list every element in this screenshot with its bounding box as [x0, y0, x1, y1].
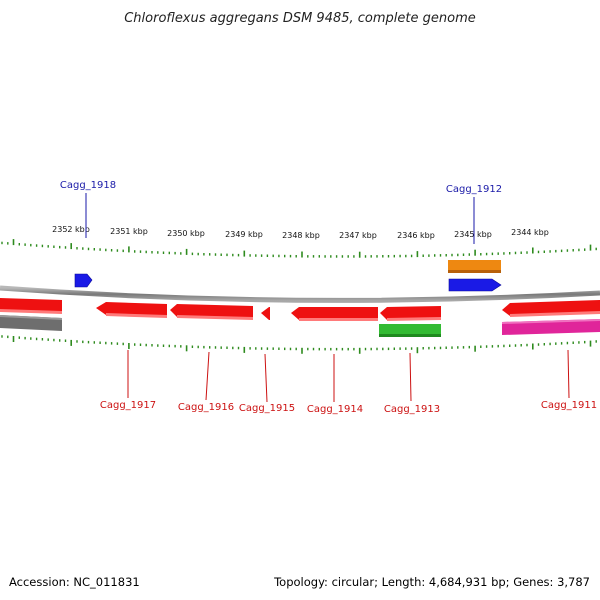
feature-bar-green-shadow [379, 334, 441, 337]
forward-strand-features [74, 260, 502, 292]
gene-label-cagg-1915[interactable]: Cagg_1915 [239, 403, 295, 414]
gene-arrow-cagg-1917[interactable] [96, 302, 167, 317]
coordinate-label: 2348 kbp [282, 231, 320, 240]
gene-arrow-cagg-1911-shadow [510, 311, 600, 317]
gene-arrow-cagg-1915[interactable] [261, 307, 270, 320]
gene-arrow-cagg-1914[interactable] [291, 307, 378, 320]
coordinate-label: 2349 kbp [225, 230, 263, 239]
gene-label-cagg-1912[interactable]: Cagg_1912 [446, 184, 502, 195]
connector-cagg-1916 [205, 351, 210, 401]
gene-arrow-cagg-1912[interactable] [448, 278, 502, 292]
gene-label-cagg-1918[interactable]: Cagg_1918 [60, 180, 116, 191]
feature-bar-green[interactable] [379, 324, 441, 337]
feature-bar-orange[interactable] [448, 260, 501, 273]
genome-summary-text: Topology: circular; Length: 4,684,931 bp… [273, 575, 590, 589]
gene-arrow-cagg-1913[interactable] [380, 306, 441, 320]
genome-backbone [0, 285, 600, 303]
coordinate-label: 2345 kbp [454, 230, 492, 239]
label-connectors [85, 193, 570, 403]
coordinate-label: 2346 kbp [397, 231, 435, 240]
reverse-strand-features [0, 298, 600, 337]
inner-tick-ring [1, 335, 597, 354]
gene-label-cagg-1913[interactable]: Cagg_1913 [384, 404, 440, 415]
coordinate-label: 2351 kbp [110, 227, 148, 236]
gene-arrow-cagg-1917-shadow [106, 313, 167, 318]
gene-labels: Cagg_1918 Cagg_1912 Cagg_1917 Cagg_1916 … [60, 180, 597, 415]
gene-arrow-cagg-1913-shadow [387, 317, 441, 321]
map-title: Chloroflexus aggregans DSM 9485, complet… [124, 11, 476, 26]
coordinate-label: 2347 kbp [339, 231, 377, 240]
coordinate-label: 2344 kbp [511, 228, 549, 237]
accession-text: Accession: NC_011831 [9, 575, 140, 589]
pseudo-gene-bar-highlight [502, 319, 600, 324]
connector-cagg-1911 [567, 349, 570, 399]
gene-label-cagg-1914[interactable]: Cagg_1914 [307, 404, 363, 415]
connector-cagg-1915 [264, 353, 268, 403]
connector-cagg-1913 [409, 352, 412, 402]
gene-label-cagg-1911[interactable]: Cagg_1911 [541, 400, 597, 411]
gene-arrow-cagg-1918[interactable] [74, 273, 93, 288]
gene-label-cagg-1916[interactable]: Cagg_1916 [178, 402, 234, 413]
gene-arrow-cagg-1914-shadow [299, 318, 378, 321]
feature-bar-orange-shadow [448, 270, 501, 273]
coordinate-label: 2350 kbp [167, 229, 205, 238]
gene-label-cagg-1917[interactable]: Cagg_1917 [100, 400, 156, 411]
gene-arrow-left-edge[interactable] [0, 298, 62, 313]
gene-arrow-cagg-1916[interactable] [170, 304, 253, 319]
coordinate-labels: 2352 kbp 2351 kbp 2350 kbp 2349 kbp 2348… [52, 225, 549, 240]
gene-arrow-cagg-1916-shadow [177, 315, 253, 320]
gene-arrow-left-edge-shadow [0, 309, 62, 314]
outer-tick-ring [1, 239, 597, 258]
gene-bar-left-edge-grey-highlight [0, 315, 62, 320]
coordinate-label: 2352 kbp [52, 225, 90, 234]
